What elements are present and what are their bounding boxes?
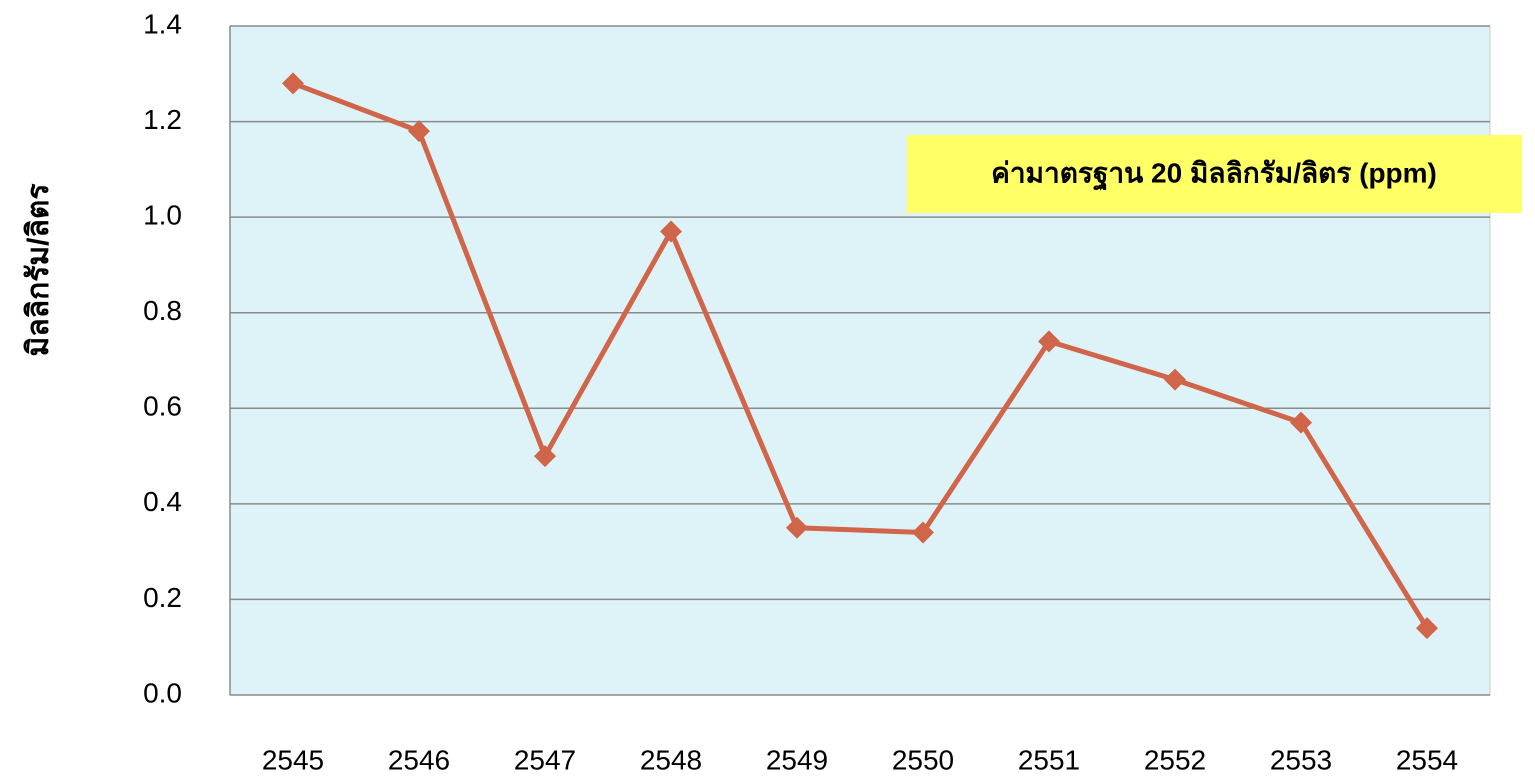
x-tick-label: 2546 [388, 744, 450, 775]
x-tick-label: 2547 [514, 744, 576, 775]
marker [408, 120, 430, 143]
x-tick-label: 2548 [640, 744, 702, 775]
y-tick-label: 1.4 [143, 8, 182, 39]
y-tick-label: 0.4 [143, 486, 182, 517]
x-tick-label: 2551 [1018, 744, 1080, 775]
marker [1416, 617, 1438, 640]
x-tick-label: 2554 [1396, 744, 1458, 775]
y-axis-label: มิลลิกรัม/ลิตร [22, 184, 55, 357]
annotation: ค่ามาตรฐาน 20 มิลลิกรัม/ลิตร (ppm) [991, 157, 1437, 191]
x-tick-label: 2545 [262, 744, 324, 775]
marker [534, 445, 556, 468]
x-tick-label: 2550 [892, 744, 954, 775]
line [292, 81, 1430, 630]
marker [1038, 330, 1060, 353]
annotation-box [907, 135, 1522, 213]
marker [282, 72, 304, 95]
y-tick-label: 1.2 [143, 104, 182, 135]
y-tick-label: 0.8 [143, 295, 182, 326]
marker [1164, 368, 1186, 391]
x-tick-label: 2553 [1270, 744, 1332, 775]
y-tick-label: 0.2 [143, 582, 182, 613]
marker [786, 516, 808, 539]
x-tick-label: 2552 [1144, 744, 1206, 775]
x-tick-label: 2549 [766, 744, 828, 775]
marker [1290, 411, 1312, 434]
y-tick-label: 1.0 [143, 200, 182, 231]
y-tick-label: 0.0 [143, 677, 182, 708]
marker [912, 521, 934, 544]
marker [660, 220, 682, 243]
y-tick-label: 0.6 [143, 391, 182, 422]
